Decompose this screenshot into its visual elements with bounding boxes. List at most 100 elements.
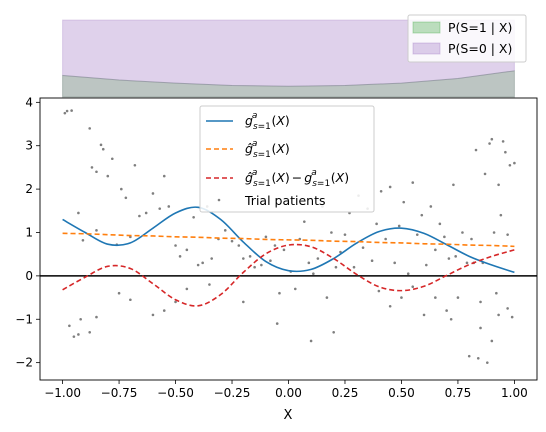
scatter-point [370, 259, 374, 262]
scatter-point [339, 250, 342, 254]
series-line-ghat [62, 232, 515, 248]
scatter-point [429, 205, 433, 208]
scatter-point [499, 213, 503, 217]
scatter-point [307, 261, 311, 265]
scatter-point [223, 229, 227, 232]
scatter-point [162, 174, 166, 178]
scatter-point [510, 315, 514, 319]
scatter-point [282, 248, 286, 252]
y-tick-label: 1 [25, 225, 33, 239]
scatter-point [375, 222, 378, 226]
y-tick-label: 0 [25, 269, 33, 283]
scatter-point [411, 181, 415, 184]
x-tick-label: 1.00 [501, 386, 528, 400]
scatter-point [99, 143, 103, 147]
scatter-point [406, 272, 410, 276]
scatter-point [508, 163, 512, 167]
legend-label-g: gs=1a (X) [245, 111, 290, 132]
scatter-point [483, 172, 487, 176]
scatter-point [309, 339, 313, 343]
scatter-point [377, 289, 381, 293]
scatter-point [467, 354, 471, 358]
scatter-point [201, 261, 204, 265]
scatter-point [402, 200, 406, 204]
x-axis-ticks: −1.00 −0.75 −0.50 −0.25 0.00 0.25 0.50 0.75 1.00 [44, 380, 528, 400]
scatter-point [465, 261, 469, 265]
x-tick-label: −0.25 [214, 386, 251, 400]
scatter-point [476, 357, 480, 360]
y-tick-label: 2 [25, 182, 33, 196]
scatter-point [449, 317, 453, 321]
scatter-point [133, 163, 137, 167]
curve-lines [62, 206, 515, 307]
legend-marker-scatter [217, 198, 221, 202]
x-tick-label: −1.00 [44, 386, 81, 400]
legend-swatch-s1 [412, 21, 441, 34]
scatter-point [492, 231, 496, 234]
scatter-point [253, 265, 256, 269]
legend-label-ghat: ĝs=1a (X) [245, 139, 290, 160]
scatter-point [90, 166, 94, 169]
x-tick-label: −0.50 [157, 386, 194, 400]
scatter-point [260, 263, 263, 267]
y-tick-label: 4 [25, 95, 33, 109]
scatter-point [88, 127, 91, 130]
scatter-point [68, 324, 71, 328]
scatter-point [479, 300, 482, 304]
scatter-point [497, 313, 500, 317]
scatter-point [316, 257, 320, 260]
scatter-point [210, 257, 213, 260]
legend-label-scatter: Trial patients [244, 193, 326, 208]
scatter-point [106, 174, 110, 178]
scatter-point [110, 157, 114, 161]
y-tick-label: −2 [15, 356, 33, 370]
scatter-point [230, 239, 234, 243]
y-axis-ticks: −2 −1 0 1 2 3 4 [15, 95, 40, 370]
scatter-point [208, 283, 211, 286]
scatter-point [138, 214, 141, 218]
scatter-point [174, 244, 177, 247]
scatter-point [72, 335, 76, 338]
x-tick-label: 0.50 [388, 386, 415, 400]
scatter-point [88, 330, 91, 334]
scatter-point [490, 137, 494, 141]
scatter-point [178, 255, 182, 258]
scatter-point [420, 213, 424, 217]
scatter-point [65, 109, 69, 113]
scatter-point [490, 339, 494, 343]
scatter-point [501, 140, 505, 143]
main-legend-box [199, 105, 375, 213]
x-tick-label: 0.00 [275, 386, 302, 400]
scatter-point [447, 257, 451, 260]
scatter-point [332, 330, 335, 334]
scatter-point [454, 255, 457, 258]
scatter-point [452, 183, 455, 187]
scatter-point [330, 231, 333, 234]
scatter-point [192, 216, 195, 219]
scatter-point [237, 244, 241, 247]
scatter-point [117, 291, 121, 295]
scatter-point [70, 109, 73, 112]
legend-label-s1: P(S=1 | X) [448, 20, 512, 35]
scatter-point [456, 296, 460, 299]
scatter-point [361, 246, 365, 249]
scatter-point [293, 287, 297, 291]
scatter-point [264, 235, 268, 239]
scatter-point [438, 222, 442, 226]
scatter-point [325, 296, 329, 299]
scatter-point [303, 220, 306, 223]
scatter-point [273, 244, 277, 247]
scatter-point [388, 185, 392, 189]
scatter-point [434, 248, 437, 252]
legend-label-s0: P(S=0 | X) [448, 41, 512, 56]
top-legend-box [407, 14, 527, 63]
scatter-point [162, 309, 166, 312]
scatter-point [474, 148, 478, 152]
scatter-point [461, 231, 464, 234]
scatter-point [151, 313, 155, 317]
scatter-point [95, 170, 98, 174]
scatter-point [486, 361, 489, 364]
scatter-point [196, 263, 200, 267]
y-tick-label: −1 [15, 312, 33, 326]
scatter-point [101, 147, 105, 151]
